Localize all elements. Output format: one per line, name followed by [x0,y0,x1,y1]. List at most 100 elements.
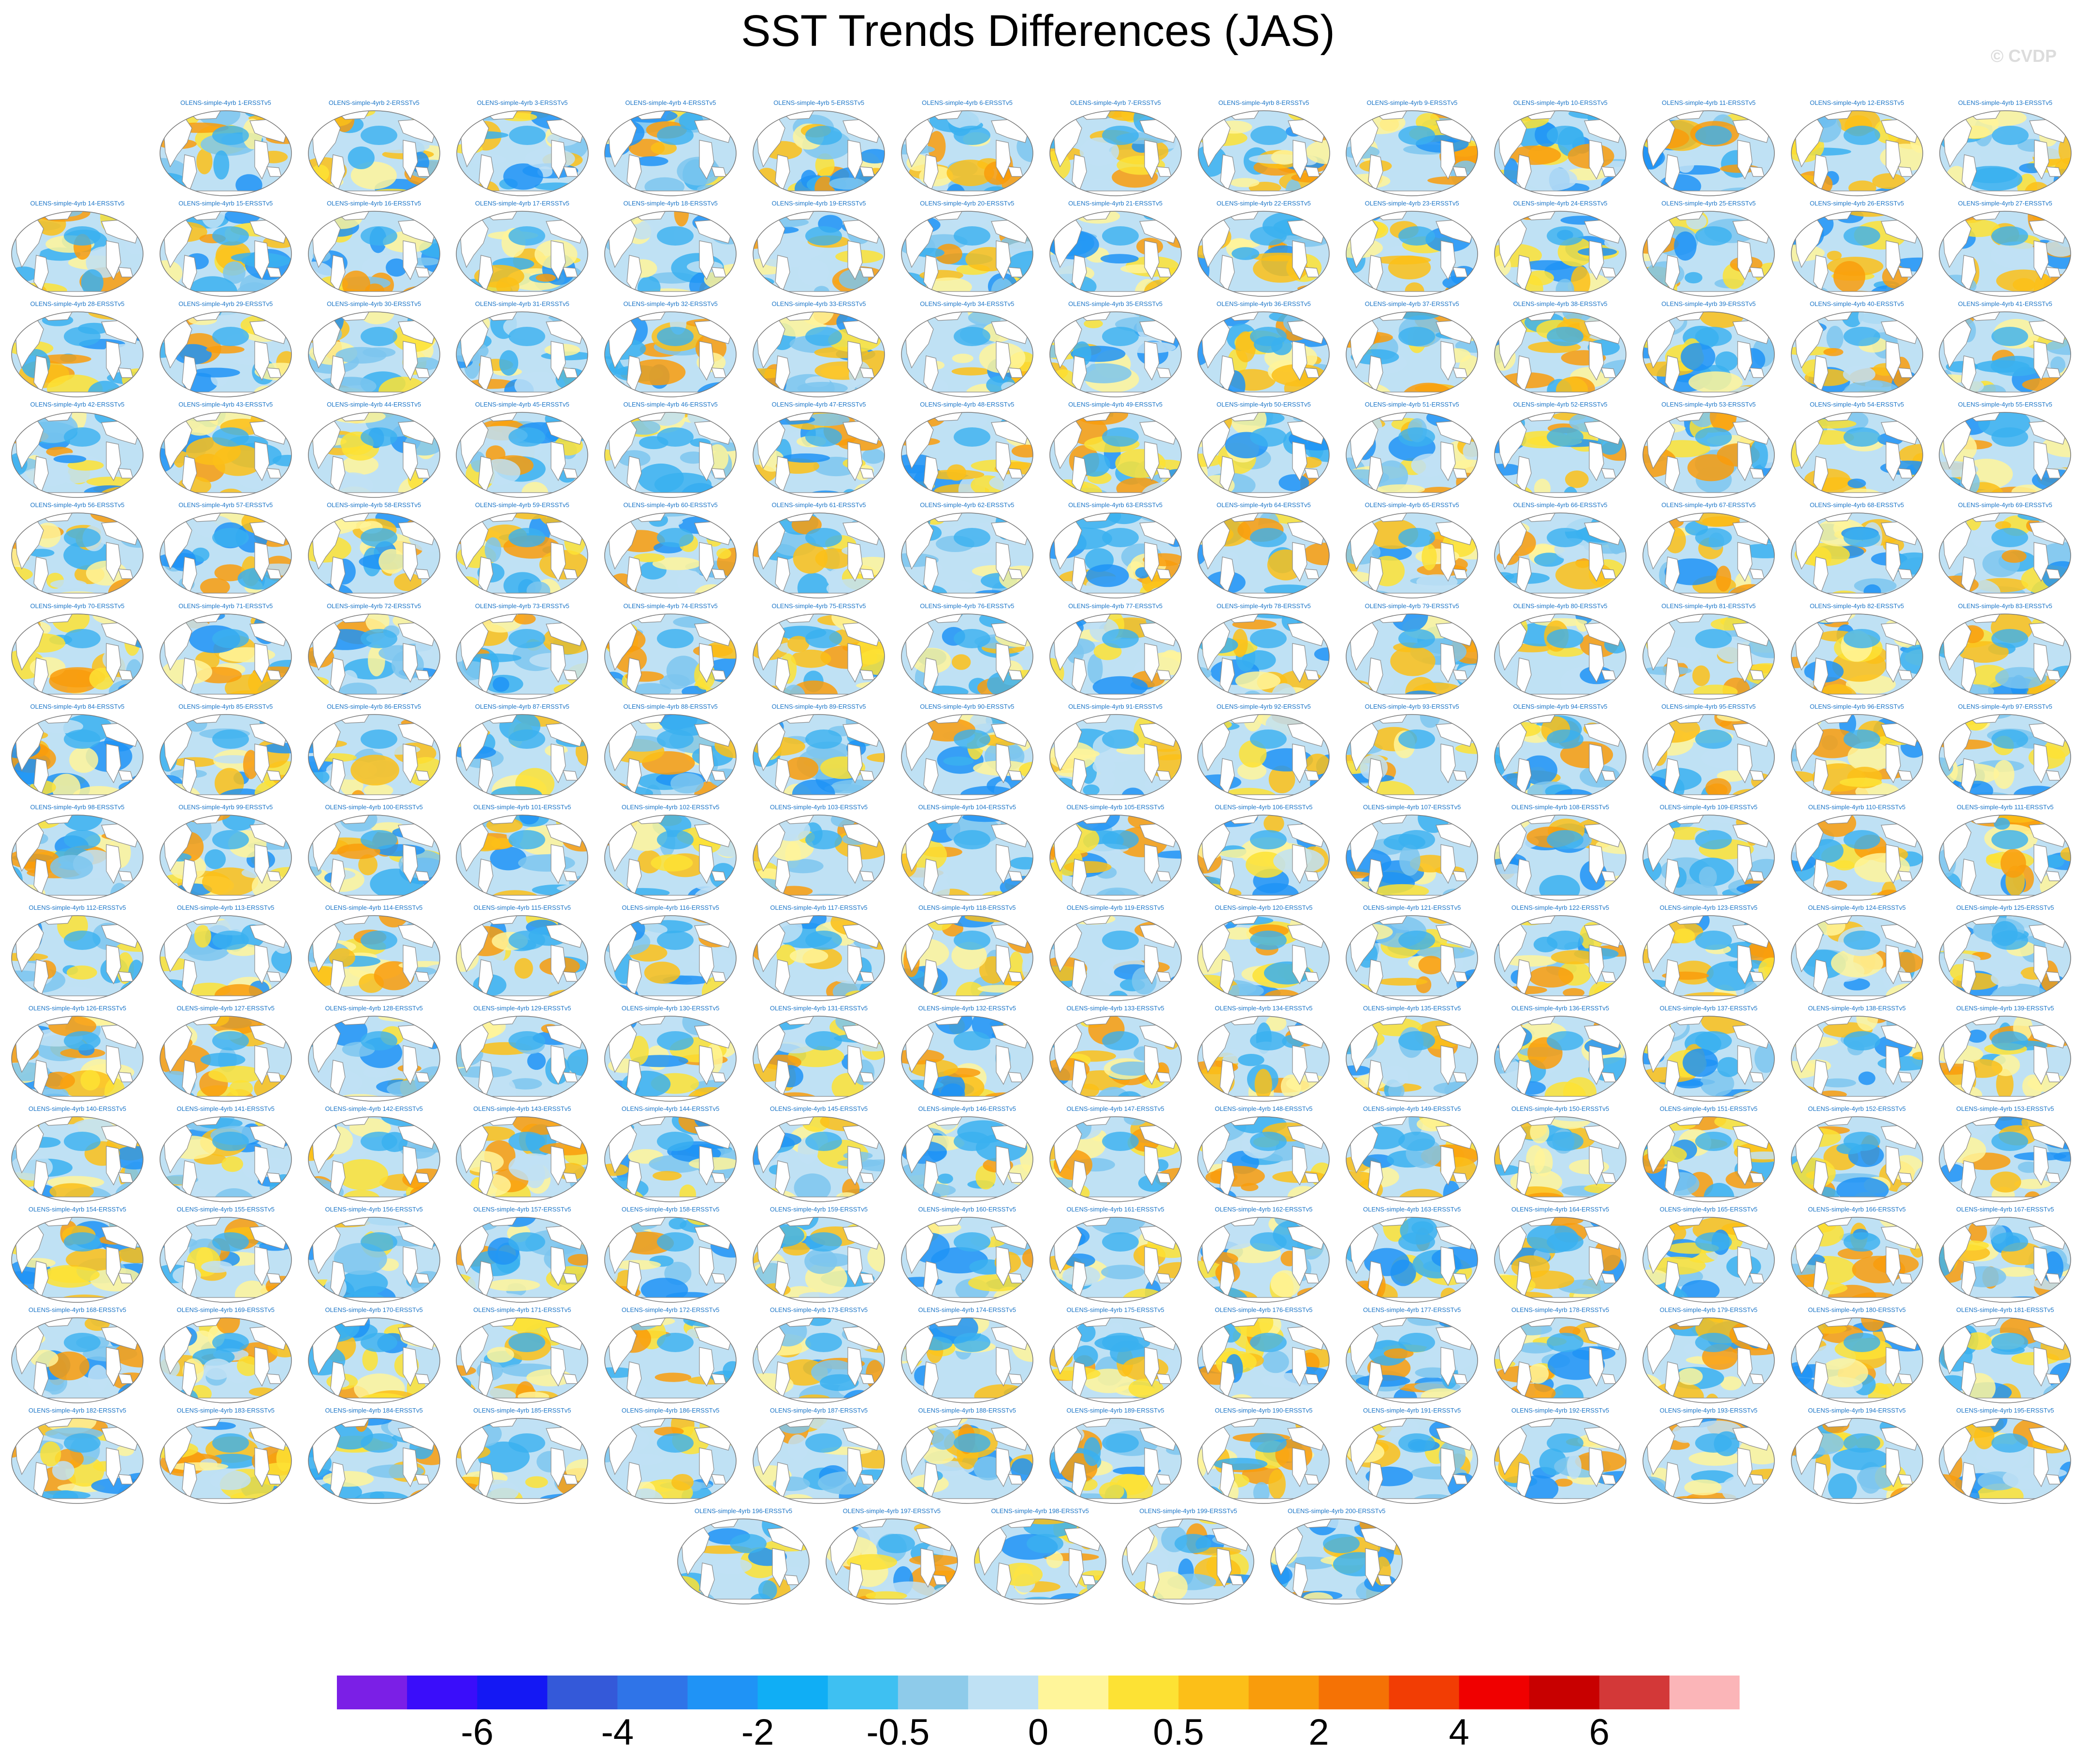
panel-label: OLENS-simple-4yrb 18-ERSSTv5 [623,200,718,207]
world-map [901,1418,1033,1504]
world-map [11,714,144,800]
panel-label: OLENS-simple-4yrb 166-ERSSTv5 [1808,1206,1906,1213]
map-panel: OLENS-simple-4yrb 133-ERSSTv5 [1045,1005,1186,1106]
panel-label: OLENS-simple-4yrb 197-ERSSTv5 [842,1507,941,1515]
world-map [1790,311,1923,397]
map-panel: OLENS-simple-4yrb 59-ERSSTv5 [452,501,592,603]
world-map [1642,1116,1775,1202]
panel-label: OLENS-simple-4yrb 198-ERSSTv5 [991,1507,1089,1515]
map-panel: OLENS-simple-4yrb 18-ERSSTv5 [600,200,740,301]
panel-label: OLENS-simple-4yrb 178-ERSSTv5 [1511,1306,1610,1314]
world-map [1939,1217,2072,1303]
world-map [1346,1016,1478,1102]
panel-label: OLENS-simple-4yrb 21-ERSSTv5 [1068,200,1163,207]
panel-label: OLENS-simple-4yrb 103-ERSSTv5 [769,803,868,811]
panel-label: OLENS-simple-4yrb 107-ERSSTv5 [1363,803,1461,811]
map-panel: OLENS-simple-4yrb 78-ERSSTv5 [1193,602,1334,704]
world-map [160,512,292,599]
panel-label: OLENS-simple-4yrb 80-ERSSTv5 [1513,602,1608,610]
world-map [11,915,144,1001]
panel-label: OLENS-simple-4yrb 189-ERSSTv5 [1066,1407,1164,1414]
map-panel: OLENS-simple-4yrb 162-ERSSTv5 [1193,1206,1334,1307]
panel-label: OLENS-simple-4yrb 74-ERSSTv5 [623,602,718,610]
world-map [1049,110,1182,196]
map-panel: OLENS-simple-4yrb 175-ERSSTv5 [1045,1306,1186,1408]
map-panel: OLENS-simple-4yrb 184-ERSSTv5 [304,1407,444,1508]
panel-label: OLENS-simple-4yrb 10-ERSSTv5 [1513,99,1608,106]
panel-label: OLENS-simple-4yrb 2-ERSSTv5 [328,99,420,106]
panel-label: OLENS-simple-4yrb 170-ERSSTv5 [325,1306,423,1314]
panel-label: OLENS-simple-4yrb 175-ERSSTv5 [1066,1306,1164,1314]
panel-label: OLENS-simple-4yrb 129-ERSSTv5 [473,1004,571,1012]
panel-label: OLENS-simple-4yrb 142-ERSSTv5 [325,1105,423,1112]
map-panel: OLENS-simple-4yrb 185-ERSSTv5 [452,1407,592,1508]
panel-label: OLENS-simple-4yrb 157-ERSSTv5 [473,1206,571,1213]
panel-label: OLENS-simple-4yrb 84-ERSSTv5 [30,702,125,710]
world-map [160,211,292,297]
panel-label: OLENS-simple-4yrb 163-ERSSTv5 [1363,1206,1461,1213]
panel-label: OLENS-simple-4yrb 146-ERSSTv5 [918,1105,1016,1112]
map-panel: OLENS-simple-4yrb 153-ERSSTv5 [1935,1105,2075,1207]
panel-label: OLENS-simple-4yrb 156-ERSSTv5 [325,1206,423,1213]
panel-label: OLENS-simple-4yrb 25-ERSSTv5 [1661,200,1756,207]
world-map [604,814,737,901]
world-map [1790,814,1923,901]
panel-label: OLENS-simple-4yrb 113-ERSSTv5 [177,904,275,911]
map-panel: OLENS-simple-4yrb 104-ERSSTv5 [897,803,1037,905]
panel-label: OLENS-simple-4yrb 6-ERSSTv5 [922,99,1013,106]
map-panel: OLENS-simple-4yrb 92-ERSSTv5 [1193,703,1334,804]
world-map [307,1317,440,1403]
map-panel: OLENS-simple-4yrb 46-ERSSTv5 [600,401,740,502]
panel-label: OLENS-simple-4yrb 188-ERSSTv5 [918,1407,1016,1414]
panel-label: OLENS-simple-4yrb 5-ERSSTv5 [773,99,865,106]
world-map [1049,512,1182,599]
world-map [753,1016,885,1102]
panel-label: OLENS-simple-4yrb 112-ERSSTv5 [29,904,126,911]
world-map [1494,1116,1626,1202]
panel-label: OLENS-simple-4yrb 1-ERSSTv5 [180,99,271,106]
panel-label: OLENS-simple-4yrb 70-ERSSTv5 [30,602,125,610]
colorbar-tick-label: -0.5 [866,1712,930,1753]
map-panel: OLENS-simple-4yrb 28-ERSSTv5 [7,300,147,402]
panel-label: OLENS-simple-4yrb 67-ERSSTv5 [1661,501,1756,509]
map-panel: OLENS-simple-4yrb 6-ERSSTv5 [897,99,1037,201]
panel-label: OLENS-simple-4yrb 137-ERSSTv5 [1659,1004,1757,1012]
world-map [160,1016,292,1102]
world-map [1494,1317,1626,1403]
world-map [1049,1317,1182,1403]
panel-label: OLENS-simple-4yrb 65-ERSSTv5 [1365,501,1459,509]
world-map [1122,1518,1255,1605]
panel-label: OLENS-simple-4yrb 4-ERSSTv5 [625,99,716,106]
map-panel: OLENS-simple-4yrb 108-ERSSTv5 [1490,803,1630,905]
panel-label: OLENS-simple-4yrb 14-ERSSTv5 [30,200,125,207]
map-panel: OLENS-simple-4yrb 131-ERSSTv5 [749,1005,889,1106]
world-map [456,714,589,800]
panel-label: OLENS-simple-4yrb 17-ERSSTv5 [475,200,569,207]
panel-label: OLENS-simple-4yrb 141-ERSSTv5 [176,1105,275,1112]
map-panel: OLENS-simple-4yrb 4-ERSSTv5 [600,99,740,201]
map-panel: OLENS-simple-4yrb 189-ERSSTv5 [1045,1407,1186,1508]
map-panel: OLENS-simple-4yrb 19-ERSSTv5 [749,200,889,301]
map-panel: OLENS-simple-4yrb 192-ERSSTv5 [1490,1407,1630,1508]
world-map [456,1418,589,1504]
map-panel: OLENS-simple-4yrb 149-ERSSTv5 [1342,1105,1482,1207]
world-map [1049,311,1182,397]
world-map [1642,1016,1775,1102]
map-panel: OLENS-simple-4yrb 99-ERSSTv5 [156,803,296,905]
map-panel: OLENS-simple-4yrb 94-ERSSTv5 [1490,703,1630,804]
map-panel: OLENS-simple-4yrb 166-ERSSTv5 [1787,1206,1927,1307]
panel-label: OLENS-simple-4yrb 159-ERSSTv5 [769,1206,868,1213]
panel-label: OLENS-simple-4yrb 91-ERSSTv5 [1068,702,1163,710]
world-map [604,1418,737,1504]
world-map [456,311,589,397]
panel-label: OLENS-simple-4yrb 57-ERSSTv5 [178,501,273,509]
map-panel: OLENS-simple-4yrb 159-ERSSTv5 [749,1206,889,1307]
panel-label: OLENS-simple-4yrb 51-ERSSTv5 [1365,401,1459,408]
map-panel: OLENS-simple-4yrb 86-ERSSTv5 [304,703,444,804]
panel-label: OLENS-simple-4yrb 98-ERSSTv5 [30,803,125,811]
panel-label: OLENS-simple-4yrb 63-ERSSTv5 [1068,501,1163,509]
map-panel: OLENS-simple-4yrb 156-ERSSTv5 [304,1206,444,1307]
world-map [1790,512,1923,599]
world-map [1939,1016,2072,1102]
map-panel: OLENS-simple-4yrb 80-ERSSTv5 [1490,602,1630,704]
